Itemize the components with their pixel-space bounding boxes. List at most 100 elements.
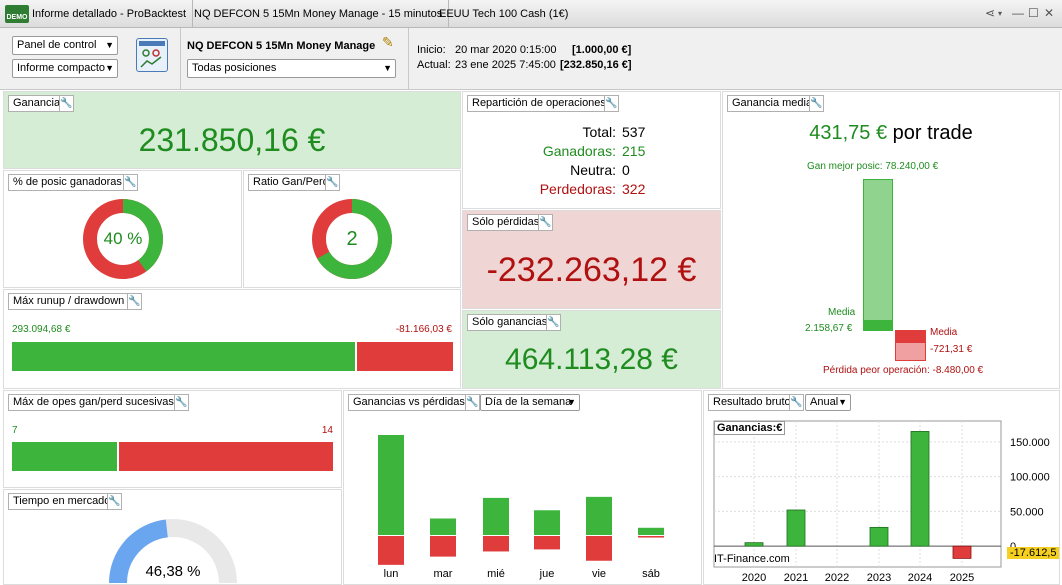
panel-title: % de posic ganadoras xyxy=(8,174,127,191)
panel-ganancia-media: Ganancia media 🔧 431,75 € por trade Gan … xyxy=(722,91,1060,389)
wrench-icon[interactable]: 🔧 xyxy=(465,394,480,411)
chevron-down-icon: ▼ xyxy=(567,397,576,407)
start-label: Inicio: xyxy=(417,44,446,56)
report-header: Panel de control ▼ Informe compacto ▼ NQ D… xyxy=(0,28,1062,90)
gvp-day-label: vie xyxy=(592,568,606,580)
x-tick-label: 2024 xyxy=(908,572,932,584)
window-titlebar: DEMO Informe detallado - ProBacktest NQ … xyxy=(0,0,1062,28)
resultado-period-select[interactable]: Anual ▼ xyxy=(805,394,851,411)
runup-bar-track xyxy=(12,342,453,371)
current-value: [232.850,16 €] xyxy=(560,59,632,71)
wrench-icon[interactable]: 🔧 xyxy=(127,293,142,310)
panel-ganancia: Ganancia 🔧 231.850,16 € xyxy=(3,91,461,169)
start-value: [1.000,00 €] xyxy=(572,44,632,56)
wrench-icon[interactable]: 🔧 xyxy=(107,493,122,510)
win-label: Ganadoras: xyxy=(542,143,616,159)
gvp-loss-bar xyxy=(638,536,664,538)
best-trade-label: Gan mejor posic: 78.240,00 € xyxy=(807,161,939,172)
year-bar xyxy=(910,431,930,547)
gvp-period-select[interactable]: Día de la semana ▼ xyxy=(480,394,580,411)
x-tick-label: 2021 xyxy=(784,572,808,584)
ratio-donut xyxy=(312,199,392,279)
gains-value: 464.113,28 € xyxy=(505,343,678,376)
avg-win-bar xyxy=(863,320,893,331)
panel-sucesivas: Máx de opes gan/perd sucesivas 🔧 7 14 xyxy=(3,390,342,488)
app-logo: DEMO xyxy=(5,5,29,23)
positions-select[interactable]: Todas posiciones ▼ xyxy=(187,59,396,78)
panel-resultado: Resultado bruto 🔧 Anual ▼ 150.000 100.000 5… xyxy=(703,390,1060,585)
gvp-day-label: lun xyxy=(384,568,399,580)
year-bar xyxy=(952,545,972,559)
wrench-icon[interactable]: 🔧 xyxy=(325,174,340,191)
chevron-down-icon: ▼ xyxy=(105,63,114,73)
x-tick-label: 2025 xyxy=(950,572,974,584)
maximize-icon[interactable]: ☐ xyxy=(1028,6,1039,20)
minimize-icon[interactable]: — xyxy=(1012,6,1024,20)
edit-icon[interactable]: ✎ xyxy=(382,34,394,50)
panel-title: Sólo pérdidas xyxy=(467,214,545,231)
year-bar xyxy=(786,509,806,547)
year-bar xyxy=(744,542,764,547)
avg-win-label: Media xyxy=(828,307,856,318)
panel-gvp: Ganancias vs pérdidas 🔧 Día de la semana… xyxy=(343,390,702,585)
neutral-value: 0 xyxy=(622,162,630,178)
wrench-icon[interactable]: 🔧 xyxy=(604,95,619,112)
report-icon[interactable] xyxy=(136,38,168,72)
ratio-value: 2 xyxy=(346,228,358,250)
wrench-icon[interactable]: 🔧 xyxy=(809,95,824,112)
gvp-gain-bar xyxy=(378,435,404,535)
tab-informe[interactable]: Informe detallado - ProBacktest xyxy=(26,0,194,28)
chevron-down-icon: ▼ xyxy=(838,397,847,407)
runup-value: 293.094,68 € xyxy=(12,324,71,335)
share-icon[interactable]: ⋖ xyxy=(985,6,996,20)
wrench-icon[interactable]: 🔧 xyxy=(546,314,561,331)
loss-value: 322 xyxy=(622,181,646,197)
panel-pct-ganadoras: % de posic ganadoras 🔧 40 % xyxy=(3,170,242,288)
gvp-gain-bar xyxy=(534,510,560,535)
y-tick-label: 50.000 xyxy=(1010,506,1044,518)
gvp-gain-bar xyxy=(586,496,612,535)
win-rate-donut xyxy=(83,199,163,279)
gvp-loss-bar xyxy=(483,536,509,552)
gvp-gain-bar xyxy=(430,518,456,535)
x-tick-label: 2020 xyxy=(742,572,766,584)
gvp-day-label: mar xyxy=(434,568,453,580)
close-icon[interactable]: ✕ xyxy=(1044,6,1055,20)
wrench-icon[interactable]: 🔧 xyxy=(59,95,74,112)
strategy-name: NQ DEFCON 5 15Mn Money Manage xyxy=(187,40,376,52)
watermark: IT-Finance.com xyxy=(714,553,790,565)
total-value: 537 xyxy=(622,124,646,140)
panel-reparticion: Repartición de operaciones 🔧 Total: Gana… xyxy=(462,91,721,209)
max-losses-value: 14 xyxy=(321,425,333,436)
loss-label: Perdedoras: xyxy=(539,181,616,197)
start-date: 20 mar 2020 0:15:00 xyxy=(455,44,557,56)
report-select[interactable]: Informe compacto ▼ xyxy=(12,59,118,78)
wrench-icon[interactable]: 🔧 xyxy=(789,394,804,411)
market-time-value: 46,38 % xyxy=(145,563,201,580)
gvp-chart: lun mar mié jue vie sáb xyxy=(378,435,664,580)
win-rate-value: 40 % xyxy=(103,229,143,248)
wrench-icon[interactable]: 🔧 xyxy=(174,394,189,411)
panel-title: Máx runup / drawdown xyxy=(8,293,130,310)
avg-trade-suffix: por trade xyxy=(892,122,973,144)
current-date: 23 ene 2025 7:45:00 xyxy=(455,59,556,71)
panel-title: Sólo ganancias xyxy=(467,314,553,331)
gvp-loss-bar xyxy=(586,536,612,561)
current-label: Actual: xyxy=(417,59,451,71)
gvp-loss-bar xyxy=(534,536,560,550)
panel-solo-perdidas: Sólo pérdidas 🔧 -232.263,12 € xyxy=(462,210,721,309)
gvp-gain-bar xyxy=(638,527,664,535)
tab-strategy[interactable]: NQ DEFCON 5 15Mn Money Manage - 15 minut… xyxy=(188,0,450,28)
avg-loss-bar xyxy=(895,330,926,343)
worst-trade-label: Pérdida peor operación: -8.480,00 € xyxy=(823,365,984,376)
wrench-icon[interactable]: 🔧 xyxy=(123,174,138,191)
wrench-icon[interactable]: 🔧 xyxy=(538,214,553,231)
y-tick-label: 150.000 xyxy=(1010,437,1050,449)
dropdown-icon[interactable]: ▾ xyxy=(998,9,1003,18)
tab-instrument[interactable]: EEUU Tech 100 Cash (1€) xyxy=(439,8,569,20)
chevron-down-icon: ▼ xyxy=(383,63,392,73)
streak-bar-track xyxy=(12,442,333,471)
avg-trade-value: 431,75 € xyxy=(809,122,888,144)
gvp-day-label: mié xyxy=(487,568,505,580)
panel-select[interactable]: Panel de control ▼ xyxy=(12,36,118,55)
